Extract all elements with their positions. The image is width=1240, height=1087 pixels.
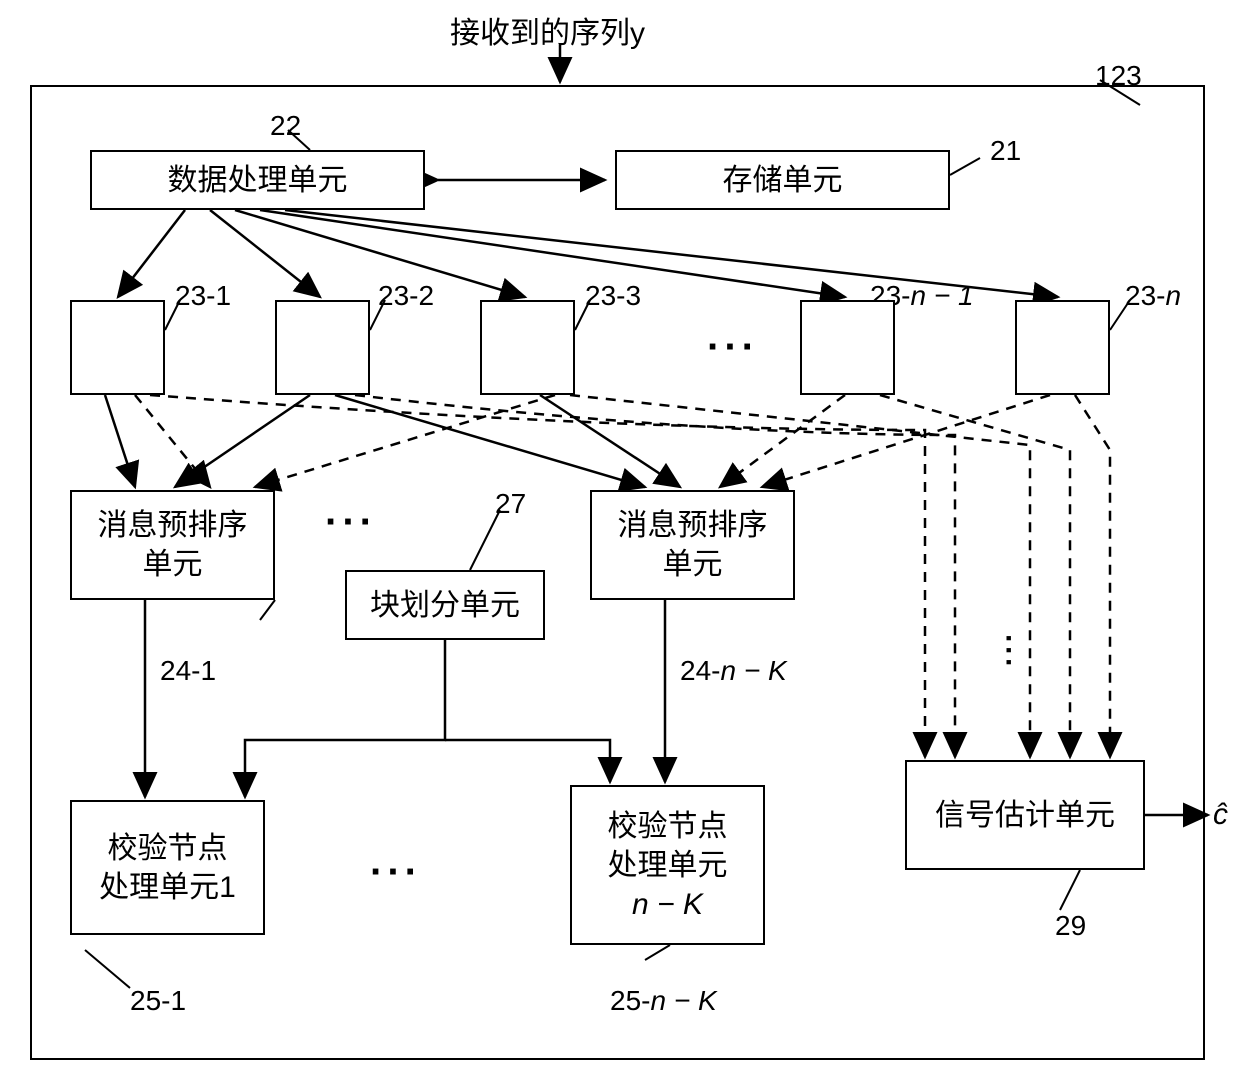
check1-ref: 25-1 [130, 985, 186, 1017]
signal-estimation-unit: 信号估计单元 [905, 760, 1145, 870]
block-div-ref: 27 [495, 488, 526, 520]
input-label: 接收到的序列y [450, 8, 645, 52]
vnode-2-ref: 23-2 [378, 280, 434, 312]
sig-est-ellipsis: ··· [991, 634, 1025, 670]
checknk-l3: n − K [632, 885, 703, 924]
storage-unit: 存储单元 [615, 150, 950, 210]
vnode-n-1 [800, 300, 895, 395]
system-ref: 123 [1095, 60, 1142, 92]
presort-left-l2: 单元 [143, 545, 203, 584]
presort-unit-left: 消息预排序 单元 [70, 490, 275, 600]
vnode-1-ref: 23-1 [175, 280, 231, 312]
vnode-n-ref: 23-n [1125, 280, 1181, 312]
storage-text: 存储单元 [723, 161, 843, 200]
block-div-text: 块划分单元 [370, 586, 520, 625]
sig-est-ref: 29 [1055, 910, 1086, 942]
check1-l1: 校验节点 [108, 829, 228, 868]
vnode-n [1015, 300, 1110, 395]
check-ellipsis: ··· [370, 850, 422, 895]
data-proc-text: 数据处理单元 [168, 161, 348, 200]
vnode-1 [70, 300, 165, 395]
presort-left-l1: 消息预排序 [98, 506, 248, 545]
output-label: ĉ [1213, 798, 1228, 832]
diagram-canvas: 接收到的序列y 123 数据处理单元 22 存储单元 21 23-1 23-2 … [0, 0, 1240, 1087]
data-processing-unit: 数据处理单元 [90, 150, 425, 210]
vnode-ellipsis: ··· [707, 325, 759, 370]
vnode-3-ref: 23-3 [585, 280, 641, 312]
presort-unit-right: 消息预排序 单元 [590, 490, 795, 600]
presort-ellipsis: ··· [325, 500, 377, 545]
presort-right-l1: 消息预排序 [618, 506, 768, 545]
block-division-unit: 块划分单元 [345, 570, 545, 640]
vnode-3 [480, 300, 575, 395]
sig-est-text: 信号估计单元 [935, 796, 1115, 835]
checknk-ref: 25-n − K [610, 985, 717, 1017]
check1-l2: 处理单元1 [99, 868, 236, 907]
presort-right-ref: 24-n − K [680, 655, 787, 687]
presort-left-ref: 24-1 [160, 655, 216, 687]
check-node-1: 校验节点 处理单元1 [70, 800, 265, 935]
data-proc-ref: 22 [270, 110, 301, 142]
presort-right-l2: 单元 [663, 545, 723, 584]
storage-ref: 21 [990, 135, 1021, 167]
checknk-l2: 处理单元 [608, 846, 728, 885]
checknk-l1: 校验节点 [608, 807, 728, 846]
check-node-nk: 校验节点 处理单元 n − K [570, 785, 765, 945]
vnode-2 [275, 300, 370, 395]
